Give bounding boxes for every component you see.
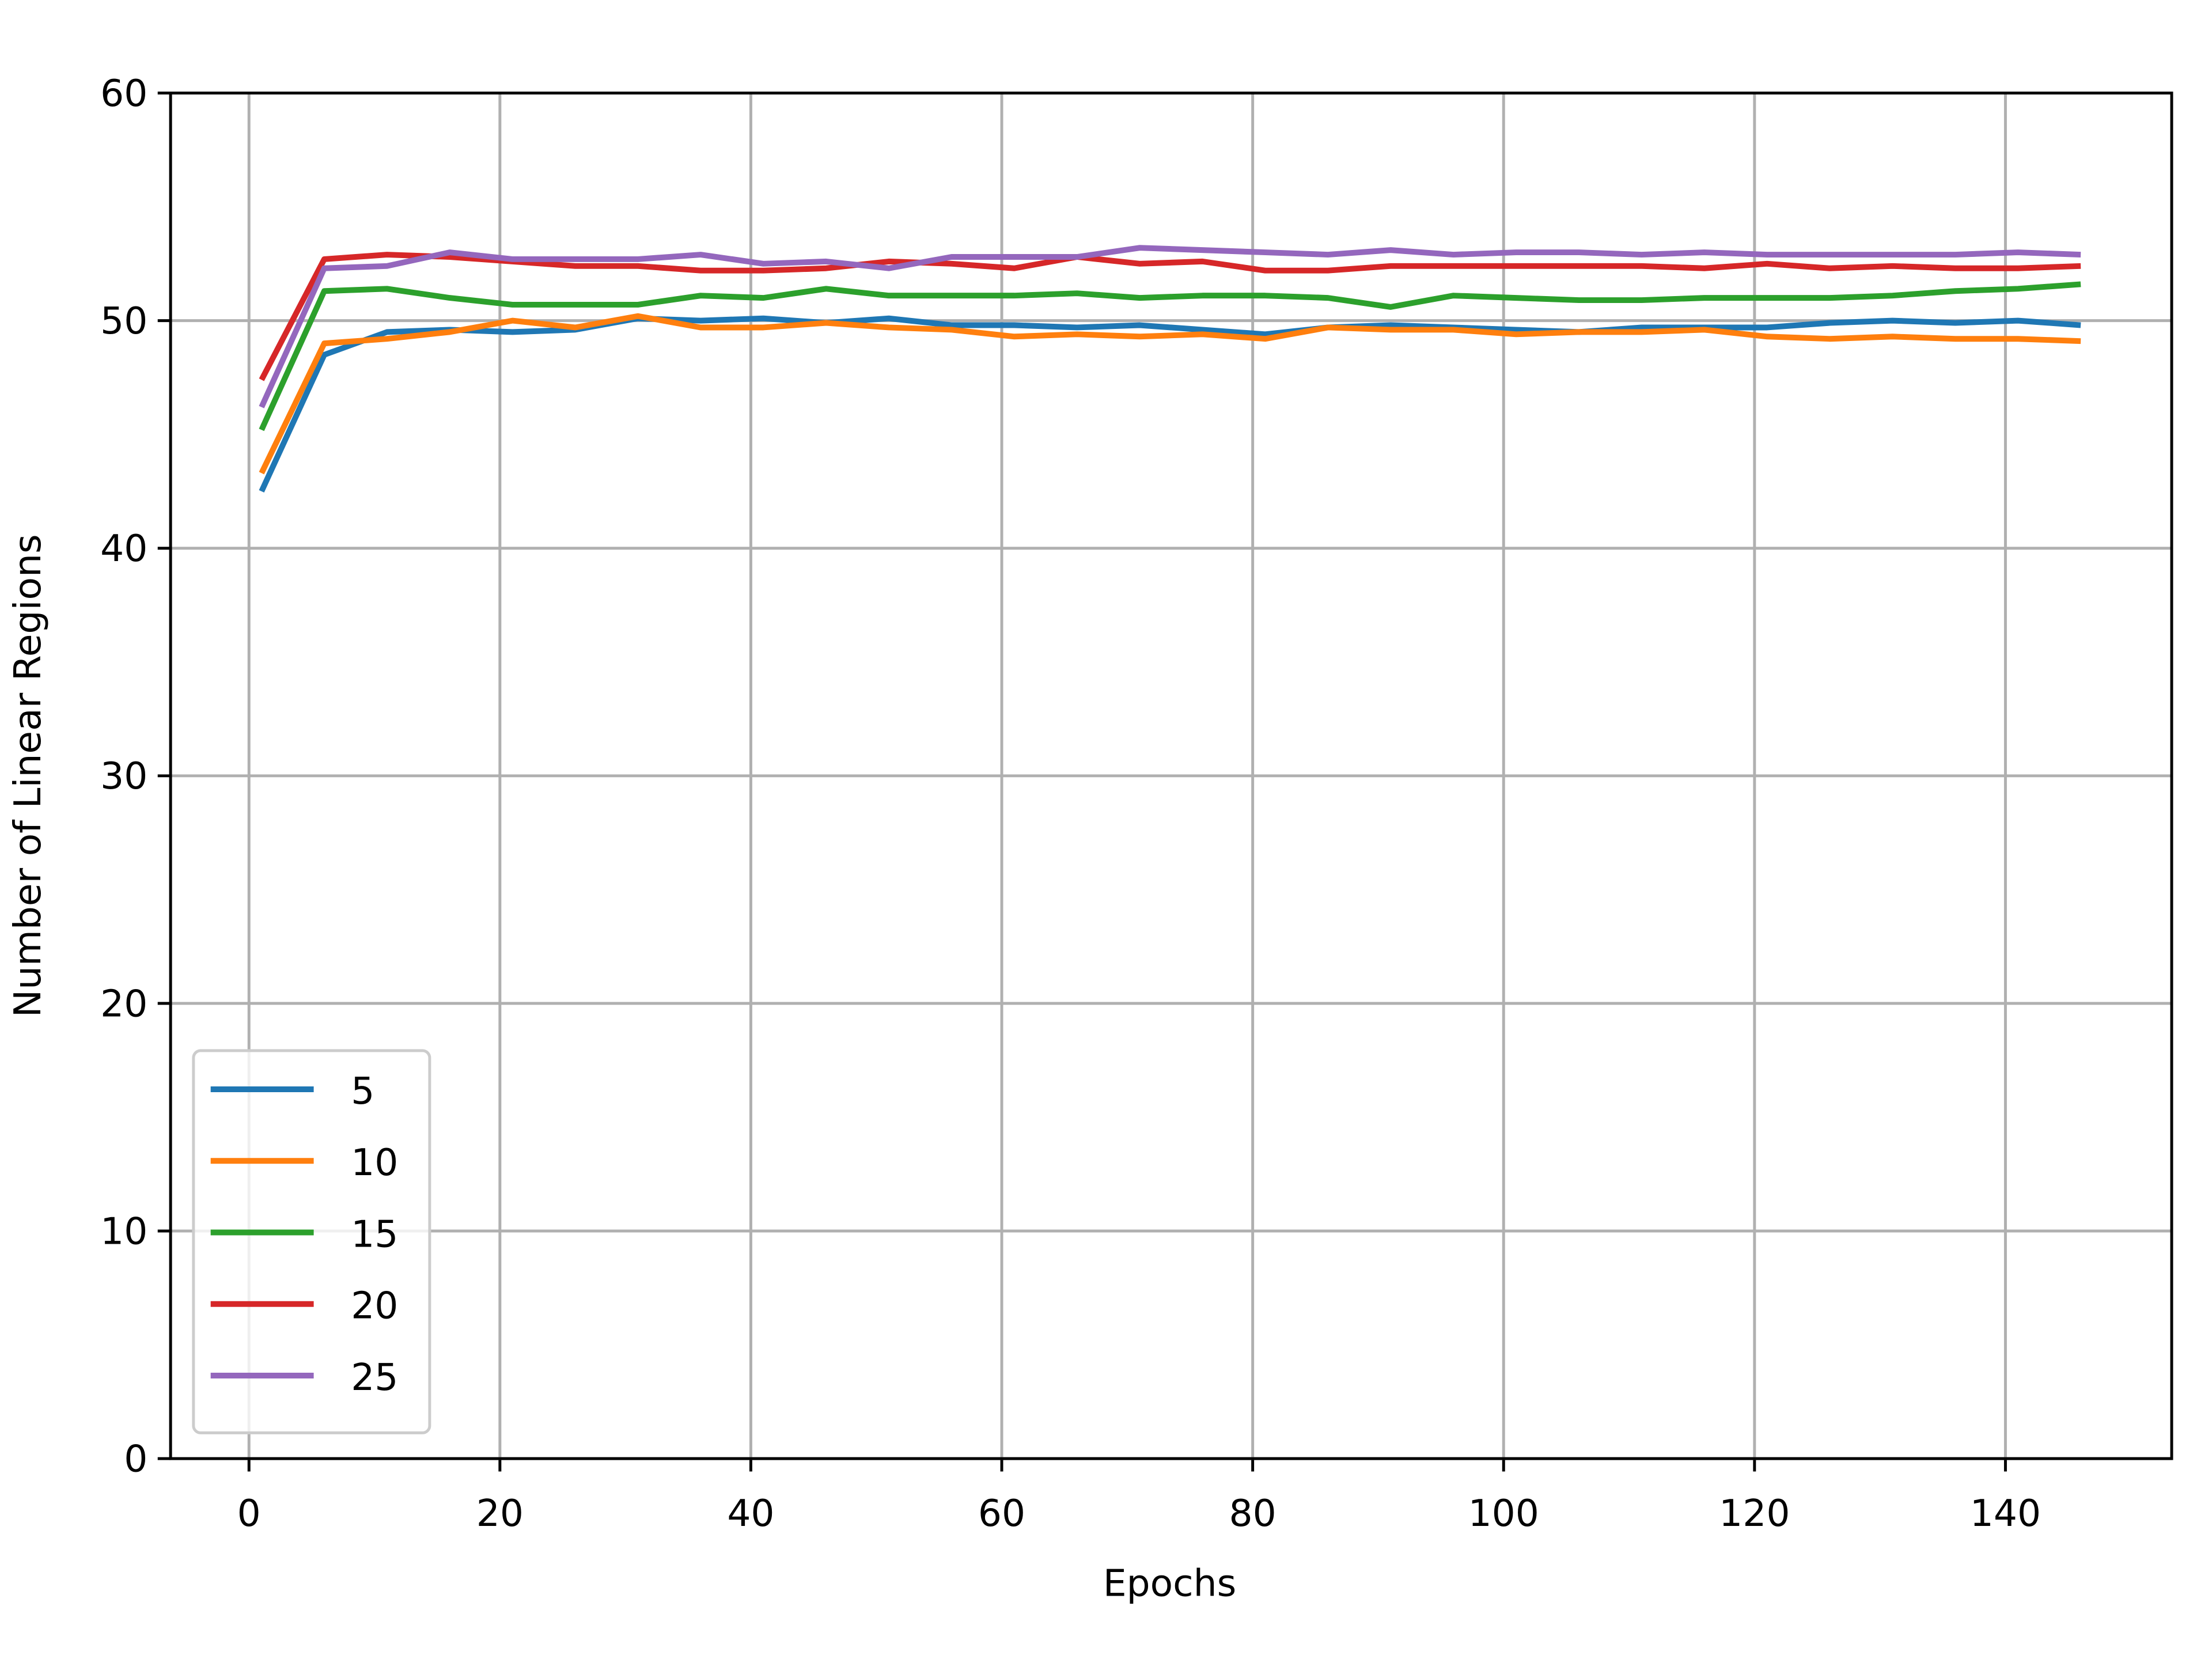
x-tick-label: 140 <box>1970 1492 2041 1535</box>
x-tick-label: 0 <box>237 1492 261 1535</box>
y-tick-label: 10 <box>100 1210 147 1253</box>
plot-area: 0 20 40 60 80 100 120 140 0 10 20 30 40 50 60 5 10 15 20 25 <box>100 72 2173 1535</box>
y-tick-label: 50 <box>100 300 147 343</box>
y-tick-label: 40 <box>100 527 147 570</box>
legend-box <box>192 1049 431 1434</box>
series-line <box>259 245 2081 408</box>
legend-label: 20 <box>351 1285 398 1328</box>
legend-label: 5 <box>351 1070 374 1113</box>
legend-label: 10 <box>351 1141 398 1184</box>
y-tick-label: 0 <box>124 1437 147 1480</box>
series-line <box>259 252 2081 381</box>
x-tick-label: 20 <box>476 1492 524 1535</box>
legend: 5 10 15 20 25 <box>192 1049 431 1434</box>
legend-label: 15 <box>351 1213 398 1256</box>
x-tick-label: 60 <box>978 1492 1025 1535</box>
series-line <box>259 313 2081 475</box>
plot-frame <box>169 92 2173 1460</box>
series-line <box>259 315 2081 493</box>
x-tick-label: 80 <box>1229 1492 1277 1535</box>
y-tick-label: 60 <box>100 72 147 115</box>
x-tick-label: 120 <box>1719 1492 1790 1535</box>
y-tick-label: 30 <box>100 755 147 798</box>
x-tick-label: 100 <box>1468 1492 1539 1535</box>
y-tick-label: 20 <box>100 982 147 1025</box>
y-axis-label: Number of Linear Regions <box>6 534 50 1017</box>
series-line <box>259 281 2081 431</box>
x-tick-label: 40 <box>727 1492 774 1535</box>
x-axis-label: Epochs <box>1103 1562 1236 1605</box>
legend-label: 25 <box>351 1356 398 1399</box>
